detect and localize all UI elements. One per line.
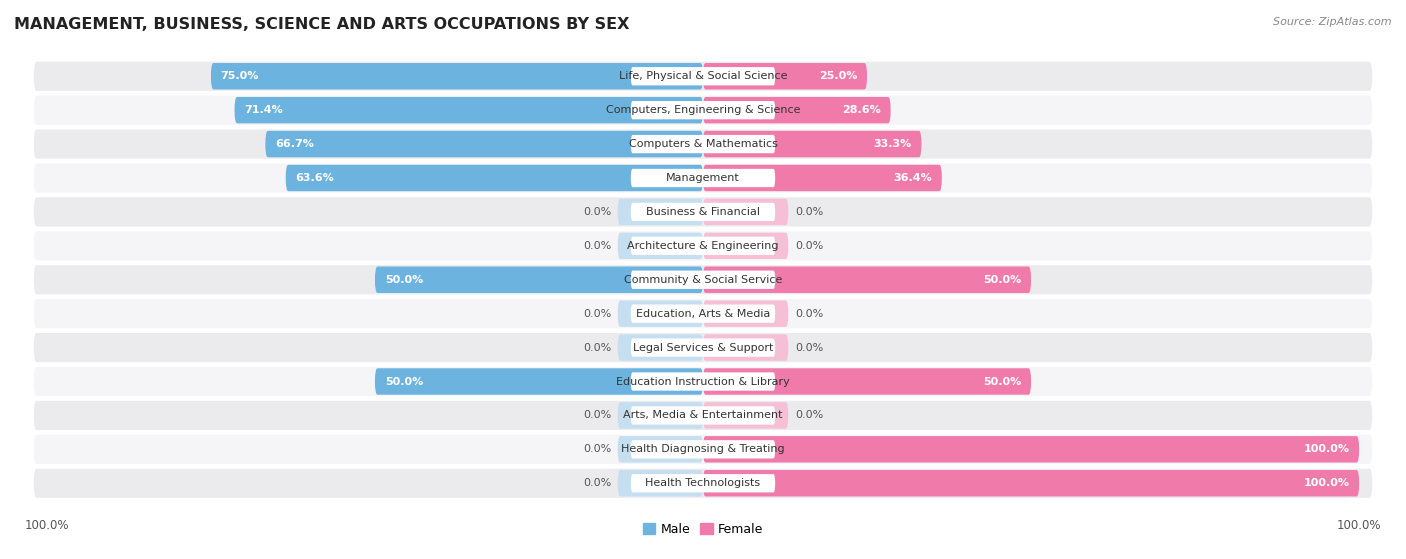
FancyBboxPatch shape: [34, 435, 1372, 464]
Text: Community & Social Service: Community & Social Service: [624, 275, 782, 285]
FancyBboxPatch shape: [34, 130, 1372, 159]
FancyBboxPatch shape: [235, 97, 703, 124]
Text: 50.0%: 50.0%: [385, 377, 423, 386]
FancyBboxPatch shape: [631, 372, 775, 391]
FancyBboxPatch shape: [631, 305, 775, 323]
FancyBboxPatch shape: [703, 63, 868, 89]
Text: 100.0%: 100.0%: [1303, 479, 1350, 488]
FancyBboxPatch shape: [34, 265, 1372, 295]
FancyBboxPatch shape: [34, 61, 1372, 91]
Text: 71.4%: 71.4%: [245, 105, 283, 115]
FancyBboxPatch shape: [703, 402, 789, 429]
Text: Architecture & Engineering: Architecture & Engineering: [627, 241, 779, 251]
FancyBboxPatch shape: [631, 338, 775, 357]
Text: 63.6%: 63.6%: [295, 173, 335, 183]
Text: 33.3%: 33.3%: [873, 139, 911, 149]
FancyBboxPatch shape: [617, 470, 703, 496]
Text: 0.0%: 0.0%: [583, 479, 612, 488]
FancyBboxPatch shape: [703, 165, 942, 191]
Text: Management: Management: [666, 173, 740, 183]
Text: 28.6%: 28.6%: [842, 105, 880, 115]
FancyBboxPatch shape: [34, 299, 1372, 328]
FancyBboxPatch shape: [631, 236, 775, 255]
FancyBboxPatch shape: [703, 300, 789, 327]
FancyBboxPatch shape: [631, 169, 775, 187]
Text: Computers & Mathematics: Computers & Mathematics: [628, 139, 778, 149]
Text: 0.0%: 0.0%: [583, 241, 612, 251]
Text: Computers, Engineering & Science: Computers, Engineering & Science: [606, 105, 800, 115]
Text: 0.0%: 0.0%: [794, 343, 823, 353]
FancyBboxPatch shape: [285, 165, 703, 191]
Text: 0.0%: 0.0%: [583, 309, 612, 319]
Text: 25.0%: 25.0%: [818, 71, 858, 81]
FancyBboxPatch shape: [34, 163, 1372, 193]
Text: Arts, Media & Entertainment: Arts, Media & Entertainment: [623, 410, 783, 420]
FancyBboxPatch shape: [617, 198, 703, 225]
FancyBboxPatch shape: [375, 368, 703, 395]
FancyBboxPatch shape: [631, 101, 775, 119]
FancyBboxPatch shape: [631, 67, 775, 86]
FancyBboxPatch shape: [34, 367, 1372, 396]
FancyBboxPatch shape: [34, 468, 1372, 498]
Legend: Male, Female: Male, Female: [638, 518, 768, 541]
FancyBboxPatch shape: [703, 436, 1360, 462]
FancyBboxPatch shape: [631, 271, 775, 289]
FancyBboxPatch shape: [34, 96, 1372, 125]
Text: 50.0%: 50.0%: [385, 275, 423, 285]
Text: Life, Physical & Social Science: Life, Physical & Social Science: [619, 71, 787, 81]
Text: 50.0%: 50.0%: [983, 377, 1021, 386]
Text: 66.7%: 66.7%: [276, 139, 314, 149]
Text: 0.0%: 0.0%: [794, 207, 823, 217]
FancyBboxPatch shape: [703, 97, 890, 124]
Text: MANAGEMENT, BUSINESS, SCIENCE AND ARTS OCCUPATIONS BY SEX: MANAGEMENT, BUSINESS, SCIENCE AND ARTS O…: [14, 17, 630, 32]
Text: Business & Financial: Business & Financial: [645, 207, 761, 217]
FancyBboxPatch shape: [34, 401, 1372, 430]
Text: Source: ZipAtlas.com: Source: ZipAtlas.com: [1274, 17, 1392, 27]
FancyBboxPatch shape: [617, 436, 703, 462]
Text: 0.0%: 0.0%: [583, 207, 612, 217]
FancyBboxPatch shape: [617, 300, 703, 327]
FancyBboxPatch shape: [34, 231, 1372, 260]
Text: Legal Services & Support: Legal Services & Support: [633, 343, 773, 353]
FancyBboxPatch shape: [703, 233, 789, 259]
FancyBboxPatch shape: [34, 333, 1372, 362]
FancyBboxPatch shape: [703, 131, 921, 157]
FancyBboxPatch shape: [631, 440, 775, 458]
FancyBboxPatch shape: [211, 63, 703, 89]
FancyBboxPatch shape: [703, 470, 1360, 496]
FancyBboxPatch shape: [617, 334, 703, 361]
FancyBboxPatch shape: [617, 233, 703, 259]
Text: 0.0%: 0.0%: [794, 309, 823, 319]
Text: Health Diagnosing & Treating: Health Diagnosing & Treating: [621, 444, 785, 454]
Text: 0.0%: 0.0%: [583, 343, 612, 353]
Text: 50.0%: 50.0%: [983, 275, 1021, 285]
Text: Health Technologists: Health Technologists: [645, 479, 761, 488]
Text: 0.0%: 0.0%: [794, 241, 823, 251]
FancyBboxPatch shape: [703, 198, 789, 225]
FancyBboxPatch shape: [617, 402, 703, 429]
FancyBboxPatch shape: [703, 334, 789, 361]
FancyBboxPatch shape: [703, 267, 1031, 293]
Text: 75.0%: 75.0%: [221, 71, 259, 81]
Text: 0.0%: 0.0%: [583, 410, 612, 420]
FancyBboxPatch shape: [631, 474, 775, 492]
Text: 36.4%: 36.4%: [893, 173, 932, 183]
Text: 0.0%: 0.0%: [583, 444, 612, 454]
FancyBboxPatch shape: [266, 131, 703, 157]
Text: Education Instruction & Library: Education Instruction & Library: [616, 377, 790, 386]
FancyBboxPatch shape: [631, 406, 775, 425]
Text: Education, Arts & Media: Education, Arts & Media: [636, 309, 770, 319]
FancyBboxPatch shape: [34, 197, 1372, 226]
FancyBboxPatch shape: [703, 368, 1031, 395]
FancyBboxPatch shape: [631, 135, 775, 153]
Text: 100.0%: 100.0%: [1303, 444, 1350, 454]
FancyBboxPatch shape: [375, 267, 703, 293]
FancyBboxPatch shape: [631, 203, 775, 221]
Text: 0.0%: 0.0%: [794, 410, 823, 420]
